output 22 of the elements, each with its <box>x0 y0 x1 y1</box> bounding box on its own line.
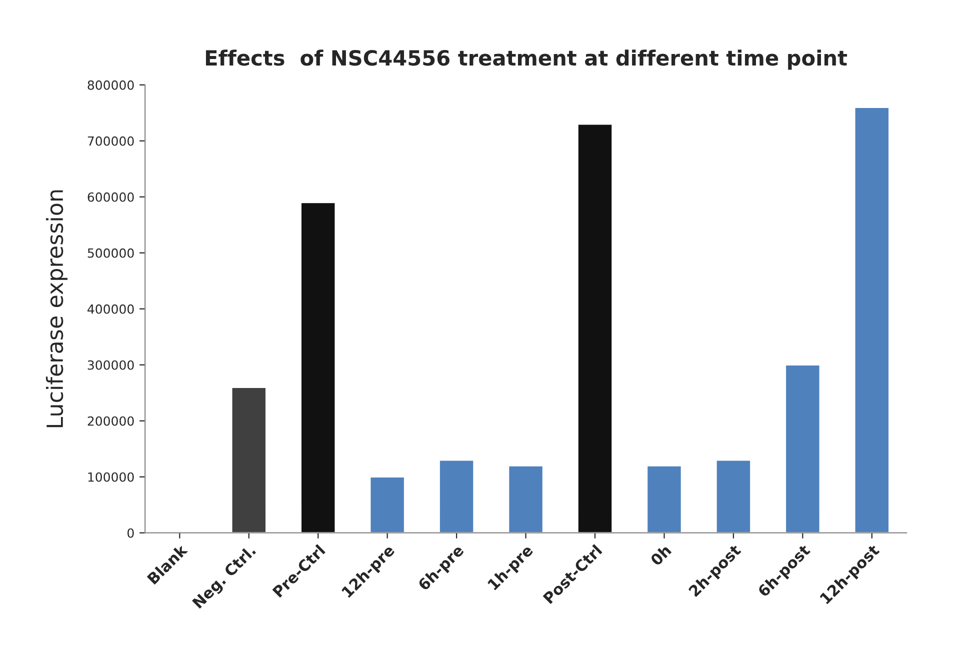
bar <box>369 476 406 533</box>
y-tick-label: 0 <box>127 528 134 538</box>
y-tick-label: 200000 <box>88 416 134 426</box>
bar <box>784 364 821 533</box>
y-tick-label: 700000 <box>88 136 134 146</box>
y-tick-label: 400000 <box>88 304 134 314</box>
y-tick-label: 500000 <box>88 248 134 258</box>
x-tick-label: 0h <box>650 544 672 566</box>
bar <box>300 202 336 533</box>
y-axis-title: Luciferase expression <box>46 190 68 428</box>
bar <box>854 106 890 533</box>
y-tick-label: 600000 <box>88 192 134 202</box>
y-tick-label: 300000 <box>88 360 134 370</box>
bar <box>576 123 613 533</box>
bar <box>230 386 267 533</box>
bar <box>715 459 752 533</box>
y-tick-label: 800000 <box>88 80 134 90</box>
bar <box>508 464 544 533</box>
y-tick-label: 100000 <box>88 472 134 482</box>
bar <box>438 459 475 533</box>
chart-title: Effects of NSC44556 treatment at different time point <box>206 50 848 70</box>
bar <box>646 464 682 533</box>
